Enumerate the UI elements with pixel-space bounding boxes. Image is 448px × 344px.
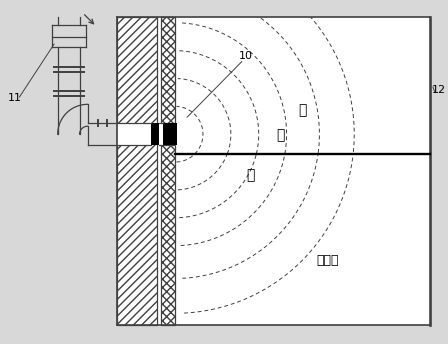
Text: 击: 击 <box>276 128 285 142</box>
Text: 受燭面: 受燭面 <box>316 254 339 267</box>
Bar <box>161 17 175 123</box>
Bar <box>159 123 163 145</box>
Bar <box>161 145 175 325</box>
Bar <box>117 17 157 325</box>
Bar <box>151 123 163 145</box>
Bar <box>117 17 157 325</box>
Text: 波: 波 <box>247 168 255 182</box>
Text: 11: 11 <box>8 93 22 103</box>
Bar <box>159 123 177 145</box>
Bar <box>161 17 175 123</box>
Text: 12: 12 <box>432 85 446 95</box>
Text: 10: 10 <box>239 51 253 61</box>
Bar <box>117 123 157 145</box>
Text: 冲: 冲 <box>298 103 307 117</box>
Bar <box>117 17 430 325</box>
Bar <box>161 145 175 325</box>
